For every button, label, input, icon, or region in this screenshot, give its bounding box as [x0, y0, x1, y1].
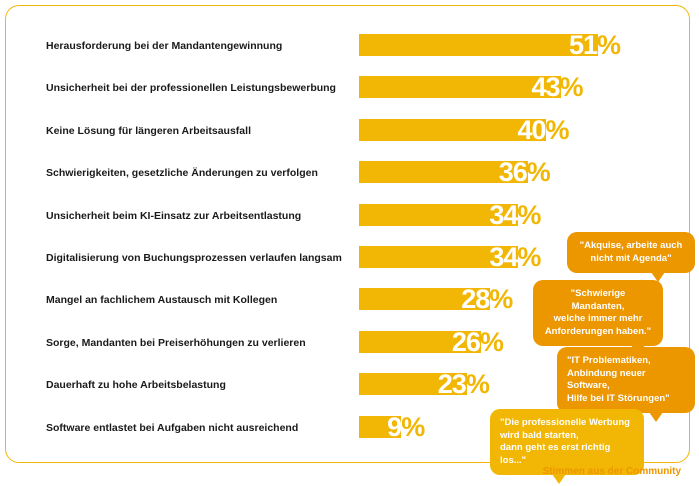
quote-bubble-4: "Die professionelle Werbung wird bald st… [490, 409, 644, 484]
quote-4-line-2: wird bald starten, [500, 429, 579, 441]
bar [359, 330, 481, 353]
value-label: 43% [531, 72, 584, 103]
value-label: 51% [569, 30, 621, 60]
quote-4-tail [552, 474, 566, 484]
quote-bubble-3: "IT Problematiken, Anbindung neuer Softw… [557, 347, 695, 422]
bar [359, 118, 547, 141]
category-label: Mangel an fachlichem Austausch mit Kolle… [46, 294, 278, 307]
category-label: Herausforderung bei der Mandantengewinnu… [46, 40, 283, 52]
quote-4-line-1: "Die professionelle Werbung [500, 417, 630, 428]
category-label: Dauerhaft zu hohe Arbeitsbelastung [46, 379, 226, 392]
quote-bubble-2: "Schwierige Mandanten, welche immer mehr… [533, 280, 663, 355]
quote-1-tail [651, 272, 665, 282]
category-label: Keine Lösung für längeren Arbeitsausfall [46, 124, 251, 137]
quote-2-line-3: Anforderungen haben." [544, 325, 652, 337]
value-label: 9% [387, 411, 425, 442]
bar [359, 203, 519, 226]
quote-4-line-3: dann geht es erst richtig los..." [500, 442, 611, 466]
quote-2-line-1: "Schwierige Mandanten, [570, 288, 626, 312]
quote-2-line-2: welche immer mehr [553, 313, 643, 324]
community-caption: Stimmen aus der Community [542, 466, 681, 477]
value-label: 26% [451, 326, 504, 357]
bar [359, 246, 519, 268]
category-label: Digitalisierung von Buchungsprozessen ve… [46, 252, 342, 264]
quote-3-tail [649, 412, 663, 422]
value-label: 23% [437, 369, 490, 400]
quote-3-line-2: Anbindung neuer Software, [567, 367, 646, 392]
quote-3-line-1: "IT Problematiken, [567, 355, 651, 366]
quote-1-line-1: "Akquise, arbeite auch [579, 240, 683, 251]
bar [359, 34, 598, 56]
bar [359, 373, 467, 396]
category-label: Sorge, Mandanten bei Preiserhöhungen zu … [46, 336, 306, 349]
bar [359, 288, 491, 311]
quote-3-line-3: Hilfe bei IT Störungen" [567, 392, 670, 404]
quote-bubble-1: "Akquise, arbeite auch nicht mit Agenda" [567, 232, 695, 282]
bar [359, 161, 528, 184]
value-label: 34% [489, 242, 541, 272]
category-label: Unsicherheit bei der professionellen Lei… [46, 82, 336, 95]
category-label: Schwierigkeiten, gesetzliche Änderungen … [46, 167, 318, 180]
value-label: 34% [489, 199, 541, 230]
category-label: Unsicherheit beim KI-Einsatz zur Arbeits… [46, 209, 302, 222]
value-label: 28% [461, 284, 513, 315]
bar [359, 415, 402, 438]
value-label: 40% [517, 114, 569, 145]
bar [359, 76, 561, 99]
quote-1-line-2: nicht mit Agenda" [590, 252, 672, 264]
value-label: 36% [498, 157, 551, 188]
category-label: Software entlastet bei Aufgaben nicht au… [46, 421, 299, 434]
